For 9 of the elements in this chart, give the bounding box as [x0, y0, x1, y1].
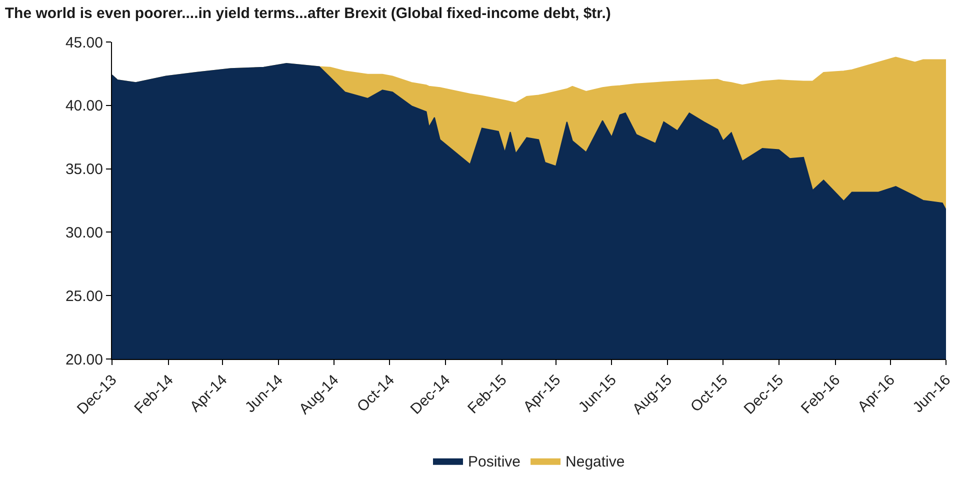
legend-label: Positive — [468, 454, 521, 471]
chart-title: The world is even poorer....in yield terms...after Brexit (Global fixed-income debt, $tr.) — [4, 4, 611, 22]
y-tick-label: 30.00 — [65, 224, 103, 242]
y-tick-label: 40.00 — [65, 98, 103, 115]
y-tick-label: 45.00 — [65, 34, 103, 52]
y-tick-label: 35.00 — [65, 161, 103, 178]
y-tick-label: 20.00 — [65, 351, 103, 368]
legend-label: Negative — [566, 454, 625, 471]
y-tick-label: 25.00 — [65, 288, 103, 305]
